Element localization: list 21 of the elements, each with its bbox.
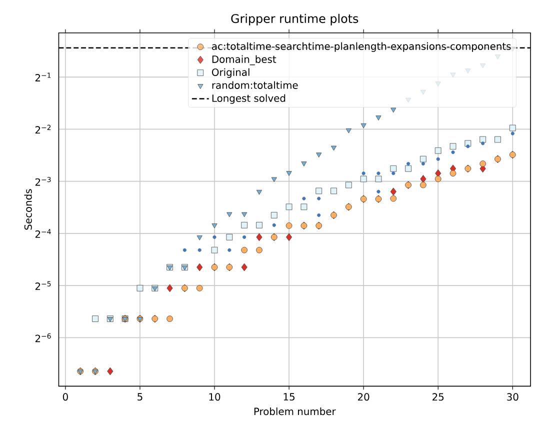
chart-title: Gripper runtime plots	[231, 14, 358, 26]
x-tick-label: 0	[62, 393, 68, 401]
legend-label: Domain_best	[212, 55, 276, 66]
y-tick-label: 2$^{−5}$	[35, 281, 51, 290]
x-tick-label: 30	[507, 393, 518, 401]
y-tick-label: 2$^{−1}$	[35, 72, 51, 82]
x-tick-label: 25	[432, 393, 444, 401]
y-tick-label: 2$^{−2}$	[35, 124, 51, 134]
x-tick-label: 5	[138, 393, 142, 401]
y-tick-label: 2$^{−3}$	[35, 176, 51, 186]
x-tick-label: 20	[358, 393, 370, 401]
y-tick-label: 2$^{−4}$	[35, 229, 51, 238]
x-tick-label: 15	[284, 393, 294, 401]
legend-label: ac:totaltime-searchtime-planlength-expansions-components	[212, 42, 511, 52]
legend-label: random:totaltime	[212, 81, 298, 89]
x-axis-title: Problem number	[254, 407, 336, 416]
legend-label: Original	[212, 68, 250, 78]
x-tick-label: 10	[209, 393, 220, 401]
legend-label: Longest solved	[212, 94, 286, 104]
y-tick-label: 2$^{−6}$	[35, 333, 51, 342]
y-axis-title: Seconds	[24, 189, 32, 230]
